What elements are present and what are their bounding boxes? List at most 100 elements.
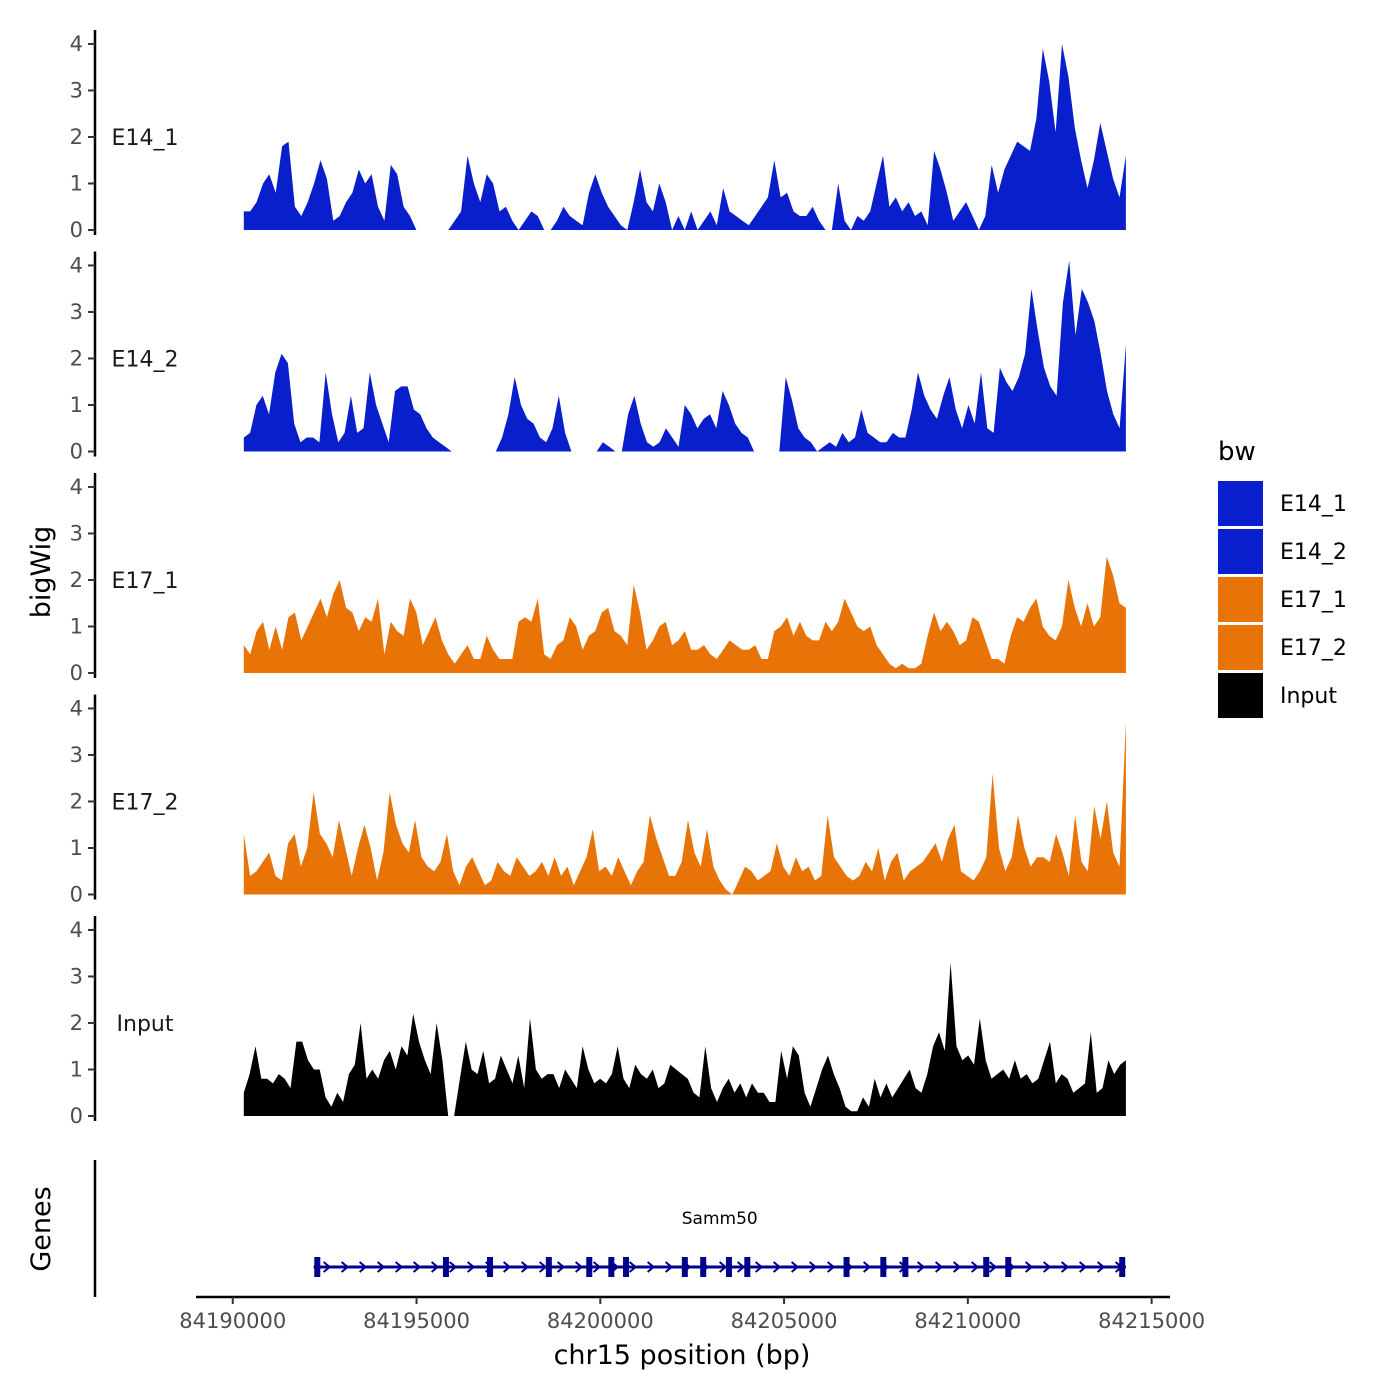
track-panel-e14-2: 0 1 2 3 4 E14_2 [70, 251, 1126, 464]
gene-exon [725, 1257, 732, 1277]
y-tick-label: 0 [70, 661, 83, 685]
strand-arrow [952, 1261, 962, 1273]
legend-label-input: Input [1280, 684, 1337, 709]
y-tick-label: 2 [70, 1011, 83, 1035]
gene-exon [487, 1257, 494, 1277]
y-tick-label: 0 [70, 883, 83, 907]
coverage-area-e17-2 [243, 722, 1126, 895]
gene-exon [608, 1257, 615, 1277]
track-label: E14_2 [112, 347, 179, 372]
strand-arrow [790, 1261, 800, 1273]
gene-exon [1119, 1257, 1126, 1277]
coverage-area-input [243, 962, 1126, 1116]
gene-exon [442, 1257, 449, 1277]
track-panel-e17-2: 0 1 2 3 4 E17_2 [70, 694, 1126, 907]
gene-exon [700, 1257, 707, 1277]
x-tick-label: 84195000 [363, 1309, 470, 1333]
y-tick-label: 1 [70, 614, 83, 638]
x-tick-label: 84200000 [547, 1309, 654, 1333]
strand-arrow [466, 1261, 476, 1273]
y-tick-label: 2 [70, 346, 83, 370]
strand-arrow [340, 1261, 350, 1273]
strand-arrow [448, 1261, 458, 1273]
strand-arrow [988, 1261, 998, 1273]
tracks-layer: 0 1 2 3 4 E14_1 0 1 2 3 4 E14_2 0 1 2 3 4 E17_1 0 1 2 3 4 E17_2… [70, 30, 1126, 1128]
strand-arrow [862, 1261, 872, 1273]
legend-swatch-e17-2 [1218, 625, 1263, 670]
gene-exon [902, 1257, 909, 1277]
track-label: E14_1 [112, 126, 179, 151]
legend-label-e14-2: E14_2 [1280, 540, 1347, 565]
legend-label-e17-1: E17_1 [1280, 588, 1347, 613]
gene-exon [545, 1257, 552, 1277]
track-label: E17_1 [112, 569, 179, 594]
y-tick-label: 4 [70, 918, 83, 942]
y-tick-label: 0 [70, 218, 83, 242]
gene-exon [314, 1257, 321, 1277]
strand-arrow [628, 1261, 638, 1273]
strand-arrow [502, 1261, 512, 1273]
y-tick-label: 2 [70, 789, 83, 813]
y-tick-label: 4 [70, 696, 83, 720]
y-tick-label: 4 [70, 253, 83, 277]
gene-exon [1005, 1257, 1012, 1277]
strand-arrow [520, 1261, 530, 1273]
strand-arrow [664, 1261, 674, 1273]
legend-swatch-e17-1 [1218, 577, 1263, 622]
strand-arrow [556, 1261, 566, 1273]
gene-exon [843, 1257, 850, 1277]
gene-exon [586, 1257, 593, 1277]
coverage-area-e14-1 [243, 44, 1126, 230]
strand-arrow [592, 1261, 602, 1273]
strand-arrow [826, 1261, 836, 1273]
strand-arrow [916, 1261, 926, 1273]
strand-arrow [376, 1261, 386, 1273]
y-tick-label: 1 [70, 393, 83, 417]
legend-label-e14-1: E14_1 [1280, 492, 1347, 517]
x-axis: 84190000 84195000 84200000 84205000 84210000… [179, 1295, 1205, 1333]
coverage-area-e14-2 [243, 260, 1126, 452]
strand-arrow [1096, 1261, 1106, 1273]
legend-swatch-e14-1 [1218, 481, 1263, 526]
strand-arrow [772, 1261, 782, 1273]
strand-arrow [934, 1261, 944, 1273]
track-label: E17_2 [112, 790, 179, 815]
strand-arrow [538, 1261, 548, 1273]
gene-label: Samm50 [682, 1209, 758, 1229]
x-tick-label: 84190000 [179, 1309, 286, 1333]
strand-arrow [736, 1261, 746, 1273]
y-tick-label: 3 [70, 78, 83, 102]
y-tick-label: 3 [70, 964, 83, 988]
coverage-area-e17-1 [243, 556, 1126, 673]
y-tick-label: 1 [70, 836, 83, 860]
strand-arrow [718, 1261, 728, 1273]
strand-arrow [574, 1261, 584, 1273]
legend-label-e17-2: E17_2 [1280, 636, 1347, 661]
legend-swatch-e14-2 [1218, 529, 1263, 574]
track-panel-e14-1: 0 1 2 3 4 E14_1 [70, 30, 1126, 242]
strand-arrow [358, 1261, 368, 1273]
x-tick-label: 84205000 [731, 1309, 838, 1333]
gene-exon [623, 1257, 630, 1277]
strand-arrow [412, 1261, 422, 1273]
gene-exon [983, 1257, 990, 1277]
x-tick-label: 84215000 [1098, 1309, 1205, 1333]
y-tick-label: 2 [70, 568, 83, 592]
legend-swatch-input [1218, 673, 1263, 718]
x-axis-title: chr15 position (bp) [554, 1340, 811, 1371]
strand-arrow [1042, 1261, 1052, 1273]
gene-exon [744, 1257, 751, 1277]
strand-arrow [970, 1261, 980, 1273]
track-label: Input [117, 1012, 174, 1037]
strand-arrow [646, 1261, 656, 1273]
strand-arrow [808, 1261, 818, 1273]
strand-arrow [394, 1261, 404, 1273]
y-tick-label: 0 [70, 440, 83, 464]
gene-exon [681, 1257, 688, 1277]
strand-arrow [1024, 1261, 1034, 1273]
genes-panel: Samm50 [93, 1160, 1126, 1297]
y-tick-label: 2 [70, 125, 83, 149]
track-panel-input: 0 1 2 3 4 Input [70, 916, 1126, 1128]
strand-arrow [1078, 1261, 1088, 1273]
